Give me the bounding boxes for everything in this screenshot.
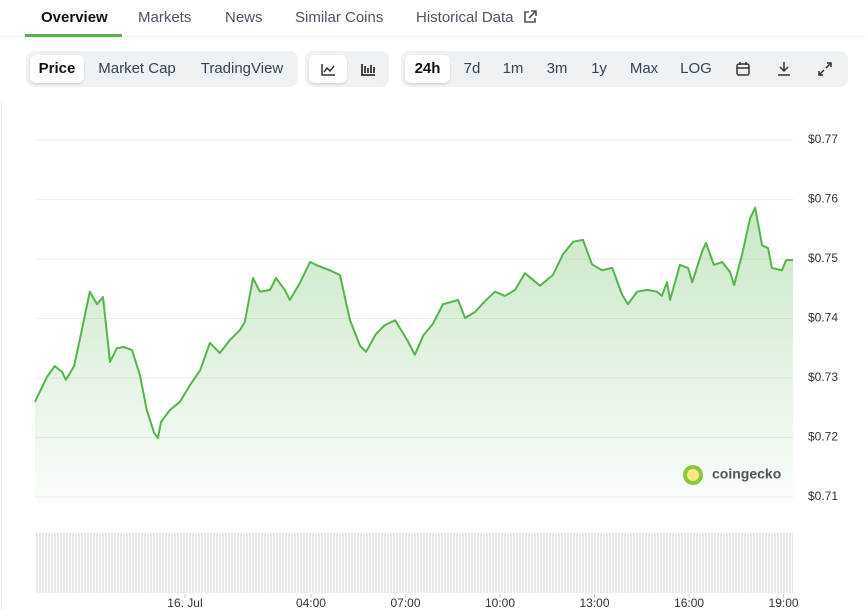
tab[interactable]: Markets (138, 9, 192, 26)
y-tick-label: $0.72 (808, 430, 838, 444)
area-fill (35, 207, 793, 504)
download-icon[interactable] (770, 55, 798, 83)
view-button[interactable]: TradingView (200, 60, 284, 77)
tab[interactable]: Similar Coins (295, 9, 384, 26)
x-tick-label: 04:00 (296, 596, 326, 610)
volume-bars (35, 533, 793, 593)
x-tick-label: 13:00 (580, 596, 610, 610)
range-button[interactable]: LOG (680, 60, 712, 77)
range-button[interactable]: 7d (463, 60, 481, 77)
range-button[interactable]: 1m (502, 60, 524, 77)
y-tick-label: $0.77 (808, 132, 838, 146)
external-link-icon (524, 10, 537, 23)
tab-divider (0, 36, 865, 37)
x-tick-label: 16:00 (674, 596, 704, 610)
calendar-icon[interactable] (729, 55, 757, 83)
chart-style-group (305, 51, 389, 87)
range-button[interactable]: 3m (546, 60, 568, 77)
range-button[interactable]: Max (629, 60, 659, 77)
y-tick-label: $0.76 (808, 192, 838, 206)
x-tick-label: 16. Jul (167, 596, 202, 610)
fullscreen-icon[interactable] (811, 55, 839, 83)
y-tick-label: $0.74 (808, 311, 838, 325)
view-button[interactable]: Market Cap (98, 60, 176, 77)
view-button[interactable]: Price (30, 55, 84, 83)
y-tick-label: $0.75 (808, 251, 838, 265)
range-button[interactable]: 1y (591, 60, 607, 77)
tab[interactable]: Overview (41, 9, 108, 26)
price-line (34, 206, 793, 440)
x-tick-label: 19:00 (769, 596, 799, 610)
tab[interactable]: News (225, 9, 263, 26)
x-tick-label: 10:00 (485, 596, 515, 610)
watermark-logo: coingecko (683, 465, 781, 485)
range-button[interactable]: 24h (405, 55, 450, 83)
candle-chart-button[interactable] (349, 55, 387, 83)
panel-border (1, 100, 2, 610)
y-tick-label: $0.73 (808, 370, 838, 384)
active-tab-indicator (25, 34, 122, 37)
tab[interactable]: Historical Data (416, 9, 514, 26)
line-chart-button[interactable] (309, 55, 347, 83)
watermark: coingecko (712, 466, 781, 482)
range-group: 24h 7d 1m 3m 1y Max LOG (401, 51, 848, 87)
x-tick-label: 07:00 (390, 596, 420, 610)
view-group: Price Market Cap TradingView (26, 51, 298, 87)
y-tick-label: $0.71 (808, 489, 838, 503)
